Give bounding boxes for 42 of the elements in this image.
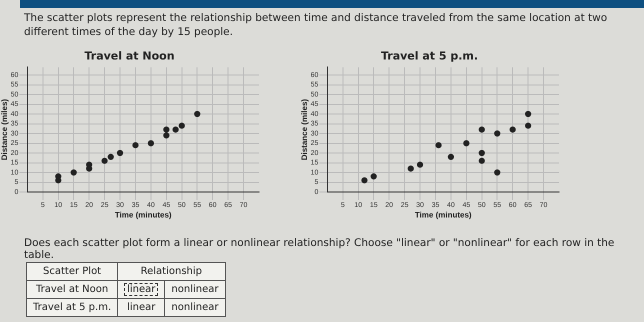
point [370, 173, 377, 180]
y-axis-title: Distance (miles) [300, 98, 310, 160]
point [148, 140, 154, 146]
point [116, 150, 124, 156]
text: Travel at Noon [26, 280, 118, 298]
point [361, 177, 368, 184]
point [510, 126, 516, 133]
point [494, 169, 500, 176]
chart-title: Travel at 5 p.m. [380, 49, 478, 62]
point [70, 169, 77, 176]
x-axis-title: Time (minutes) [414, 210, 472, 220]
point [435, 142, 442, 148]
point [494, 130, 500, 137]
point [478, 150, 485, 156]
text: Travel at 5 p.m. [26, 298, 118, 316]
point [463, 140, 470, 146]
text: linear [124, 283, 158, 296]
text: Does each scatter plot form a linear or nonlinear relationship? Choose "linear" or "nonlinear" for each row in the table. [24, 237, 616, 261]
point [478, 126, 485, 133]
y-axis-title: Distance (miles) [0, 98, 10, 160]
point [416, 162, 424, 168]
point [478, 158, 485, 164]
point [172, 126, 179, 133]
point [408, 166, 414, 172]
point [101, 158, 108, 164]
text: nonlinear [164, 298, 226, 316]
chart-title: Travel at Noon [84, 49, 175, 62]
text: nonlinear [164, 280, 226, 298]
point [178, 122, 185, 129]
x-axis-title: Time (minutes) [114, 210, 172, 220]
text: Scatter Plot [26, 262, 118, 280]
point [525, 122, 532, 129]
point [448, 154, 454, 160]
point [132, 142, 139, 148]
point [108, 154, 114, 160]
text: Relationship [118, 262, 226, 280]
text: linear [118, 298, 165, 316]
text: The scatter plots represent the relationship between time and distance traveled from the same location at two different times of the day by 15 people. [24, 11, 608, 39]
point [525, 110, 532, 118]
point [163, 126, 170, 133]
point [163, 132, 170, 139]
point [194, 110, 200, 118]
